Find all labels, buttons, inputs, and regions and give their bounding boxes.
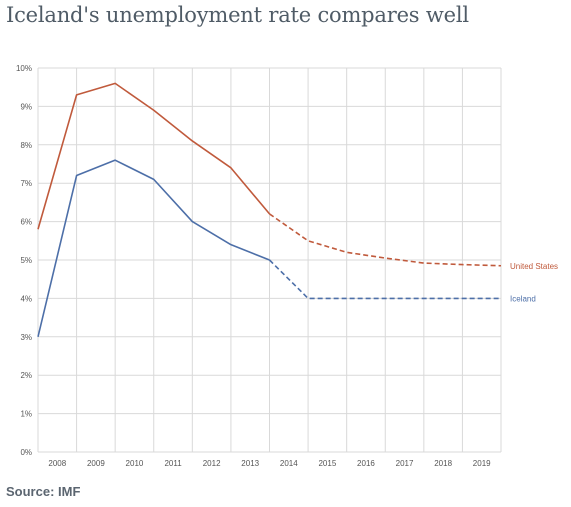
y-tick-label: 10% [16, 64, 32, 73]
x-tick-label: 2019 [473, 459, 491, 468]
x-tick-label: 2014 [280, 459, 298, 468]
x-tick-label: 2016 [357, 459, 375, 468]
x-tick-label: 2013 [241, 459, 259, 468]
x-tick-label: 2009 [87, 459, 105, 468]
x-tick-label: 2015 [318, 459, 336, 468]
series-lines [37, 82, 502, 337]
series-labels: United States Iceland [510, 262, 558, 304]
x-tick-label: 2017 [396, 459, 414, 468]
x-tick-label: 2011 [164, 459, 182, 468]
x-tick-label: 2010 [126, 459, 144, 468]
y-tick-label: 1% [20, 410, 32, 419]
united-states-series-label: United States [510, 262, 558, 271]
chart-title: Iceland's unemployment rate compares wel… [6, 3, 469, 27]
y-tick-label: 9% [20, 102, 32, 111]
y-tick-label: 7% [20, 179, 32, 188]
x-tick-label: 2008 [48, 459, 66, 468]
y-tick-label: 3% [20, 333, 32, 342]
iceland-forecast-line [268, 259, 501, 300]
y-tick-label: 0% [20, 448, 32, 457]
y-tick-label: 2% [20, 371, 32, 380]
united-states-actual-line [37, 82, 271, 230]
iceland-actual-line [37, 159, 270, 337]
source-note: Source: IMF [6, 484, 81, 499]
y-tick-label: 8% [20, 141, 32, 150]
axis-labels: 0% 1% 2% 3% 4% 5% 6% 7% 8% 9% 10% 2008 2009 2010 2011 2… [16, 64, 491, 468]
y-tick-label: 6% [20, 218, 32, 227]
iceland-series-label: Iceland [510, 294, 536, 303]
x-tick-label: 2012 [203, 459, 221, 468]
gridlines [37, 67, 502, 453]
y-tick-label: 4% [20, 294, 32, 303]
united-states-forecast-line [269, 213, 502, 267]
x-tick-label: 2018 [434, 459, 452, 468]
y-tick-label: 5% [20, 256, 32, 265]
